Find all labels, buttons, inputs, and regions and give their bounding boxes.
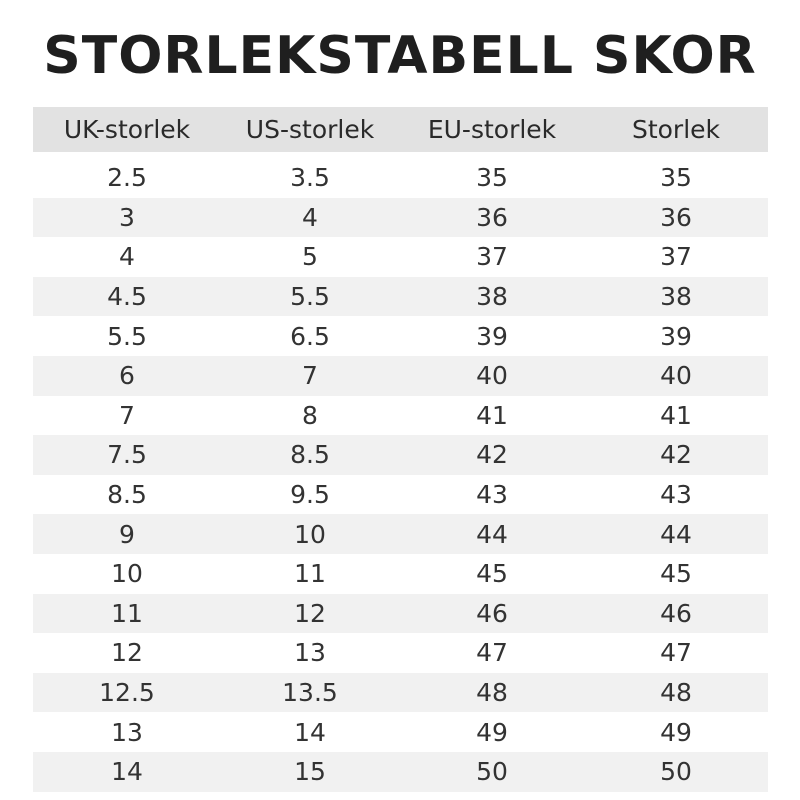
table-row: 3 4 36 36 — [33, 197, 768, 238]
column-header: Storlek — [631, 115, 721, 144]
table-cell: 42 — [476, 440, 508, 470]
table-cell: 12 — [294, 598, 326, 628]
table-row: 7 8 41 41 — [33, 396, 768, 436]
table-cell: 9 — [119, 519, 135, 549]
table-cell: 5.5 — [107, 321, 147, 351]
table-cell: 36 — [660, 202, 692, 232]
table-cell: 10 — [111, 559, 143, 589]
table-cell: 8.5 — [290, 440, 330, 470]
table-cell: 5.5 — [290, 282, 330, 312]
table-row: 4 5 37 37 — [33, 237, 768, 277]
table-row: 2.5 3.5 35 35 — [33, 158, 768, 198]
table-cell: 40 — [476, 361, 508, 391]
table-cell: 44 — [476, 519, 508, 549]
table-cell: 6.5 — [290, 321, 330, 351]
table-cell: 39 — [660, 321, 692, 351]
table-cell: 46 — [660, 598, 692, 628]
table-cell: 50 — [476, 757, 508, 787]
table-row: 8.5 9.5 43 43 — [33, 475, 768, 515]
table-row: 13 14 49 49 — [33, 712, 768, 752]
table-cell: 40 — [660, 361, 692, 391]
table-cell: 8 — [302, 400, 318, 430]
table-cell: 39 — [476, 321, 508, 351]
table-cell: 15 — [294, 757, 326, 787]
table-cell: 13.5 — [282, 678, 338, 708]
table-cell: 43 — [476, 480, 508, 510]
table-cell: 9.5 — [290, 480, 330, 510]
table-row: 11 12 46 46 — [33, 593, 768, 634]
table-cell: 7 — [119, 400, 135, 430]
table-cell: 4 — [302, 202, 318, 232]
table-cell: 41 — [476, 400, 508, 430]
table-cell: 10 — [294, 519, 326, 549]
table-row: 12 13 47 47 — [33, 633, 768, 673]
column-header: EU-storlek — [427, 115, 557, 144]
table-cell: 35 — [660, 163, 692, 193]
table-cell: 2.5 — [107, 163, 147, 193]
table-cell: 50 — [660, 757, 692, 787]
column-header: UK-storlek — [63, 115, 191, 144]
table-row: 4.5 5.5 38 38 — [33, 276, 768, 317]
table-cell: 12 — [111, 638, 143, 668]
table-cell: 11 — [294, 559, 326, 589]
table-cell: 38 — [660, 282, 692, 312]
table-cell: 7.5 — [107, 440, 147, 470]
table-cell: 12.5 — [99, 678, 155, 708]
table-cell: 4.5 — [107, 282, 147, 312]
table-cell: 13 — [111, 717, 143, 747]
table-cell: 41 — [660, 400, 692, 430]
header-row: UK-storlek US-storlek EU-storlek Storlek — [33, 107, 768, 152]
table-cell: 4 — [119, 242, 135, 272]
table-cell: 14 — [294, 717, 326, 747]
table-row: 10 11 45 45 — [33, 554, 768, 594]
table-cell: 3 — [119, 202, 135, 232]
table-cell: 38 — [476, 282, 508, 312]
table-cell: 45 — [476, 559, 508, 589]
table-cell: 35 — [476, 163, 508, 193]
table-cell: 47 — [660, 638, 692, 668]
table-cell: 37 — [476, 242, 508, 272]
title: STORLEKSTABELL SKOR — [43, 26, 757, 86]
table-cell: 48 — [476, 678, 508, 708]
table-cell: 37 — [660, 242, 692, 272]
table-cell: 3.5 — [290, 163, 330, 193]
table-cell: 11 — [111, 598, 143, 628]
table-cell: 48 — [660, 678, 692, 708]
table-cell: 13 — [294, 638, 326, 668]
table-cell: 7 — [302, 361, 318, 391]
table-cell: 46 — [476, 598, 508, 628]
table-cell: 47 — [476, 638, 508, 668]
table-row: 7.5 8.5 42 42 — [33, 435, 768, 475]
table-cell: 8.5 — [107, 480, 147, 510]
table-row: 6 7 40 40 — [33, 356, 768, 396]
table-cell: 49 — [660, 717, 692, 747]
table-cell: 45 — [660, 559, 692, 589]
table-row: 9 10 44 44 — [33, 514, 768, 554]
table-cell: 36 — [476, 202, 508, 232]
table-cell: 49 — [476, 717, 508, 747]
table-row: 5.5 6.5 39 39 — [33, 316, 768, 356]
table-cell: 14 — [111, 757, 143, 787]
column-header: US-storlek — [245, 115, 375, 144]
table-cell: 42 — [660, 440, 692, 470]
table-cell: 6 — [119, 361, 135, 391]
table-cell: 5 — [302, 242, 318, 272]
table-row: 14 15 50 50 — [33, 752, 768, 792]
table-row: 12.5 13.5 48 48 — [33, 672, 768, 713]
table-cell: 44 — [660, 519, 692, 549]
table-cell: 43 — [660, 480, 692, 510]
